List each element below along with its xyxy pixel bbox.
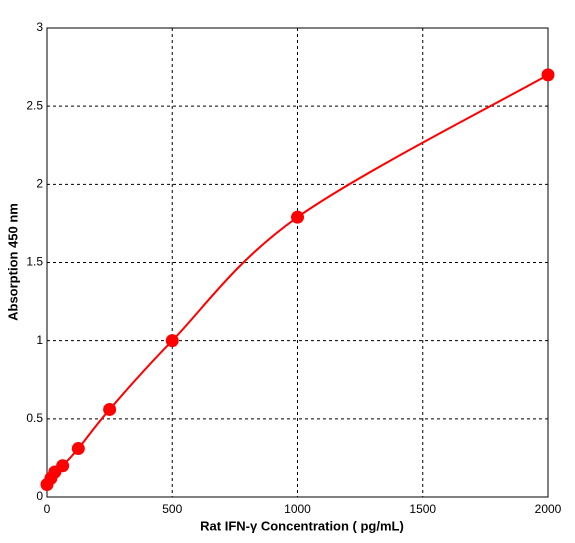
data-point [71,442,85,456]
plot-border [46,27,549,498]
y-axis-title: Absorption 450 nm [5,203,20,321]
x-tick-label: 1000 [284,502,311,516]
y-tick-label: 3 [36,20,43,34]
data-point [541,68,555,82]
y-tick-label: 1 [36,333,43,347]
x-tick-label: 2000 [535,502,562,516]
data-point [103,402,117,416]
x-tick-label: 0 [44,502,51,516]
y-tick-label: 0 [36,489,43,503]
data-point [291,210,304,224]
y-tick-label: 0.5 [26,411,43,425]
x-tick-label: 500 [162,502,182,516]
data-point [56,459,70,473]
x-tick-label: 1500 [409,502,436,516]
y-tick-label: 1.5 [26,255,43,269]
y-tick-label: 2 [36,177,43,191]
x-axis-title: Rat IFN-γ Concentration ( pg/mL) [200,518,404,533]
data-point [165,334,179,348]
y-tick-label: 2.5 [26,98,43,112]
